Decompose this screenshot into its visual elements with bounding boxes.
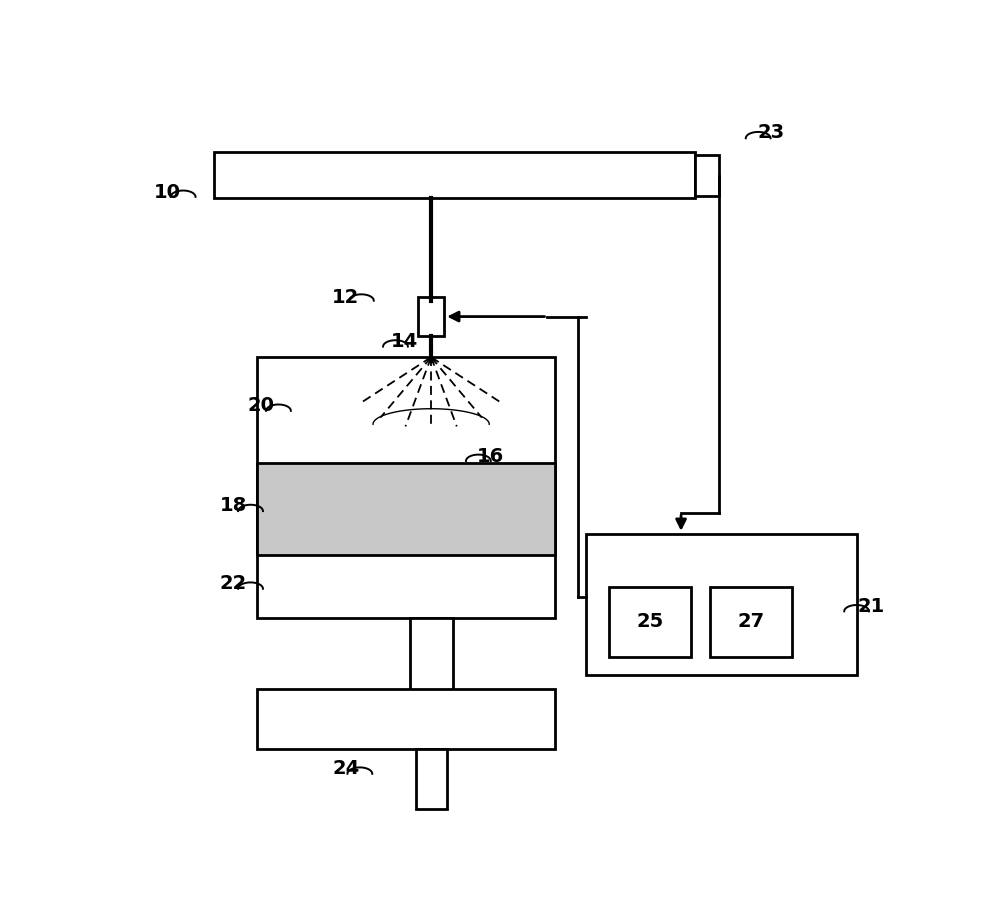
Bar: [257, 463, 555, 555]
Bar: [214, 152, 695, 198]
Bar: [695, 155, 719, 196]
Text: 25: 25: [636, 613, 664, 632]
Text: 22: 22: [220, 574, 247, 592]
Text: 10: 10: [154, 183, 181, 202]
Bar: [257, 689, 555, 749]
Text: 12: 12: [332, 288, 360, 306]
Bar: [609, 587, 691, 657]
Bar: [710, 587, 792, 657]
Bar: [410, 618, 453, 700]
Text: 18: 18: [220, 496, 247, 515]
Text: 27: 27: [737, 613, 764, 632]
Bar: [418, 297, 444, 336]
Text: 23: 23: [757, 123, 784, 142]
Text: 24: 24: [332, 758, 360, 778]
Text: 16: 16: [477, 447, 504, 466]
Bar: [416, 749, 447, 809]
Bar: [586, 534, 857, 675]
Text: 14: 14: [390, 332, 418, 351]
Text: 21: 21: [858, 597, 885, 616]
Text: 20: 20: [247, 396, 274, 414]
Bar: [257, 357, 555, 618]
